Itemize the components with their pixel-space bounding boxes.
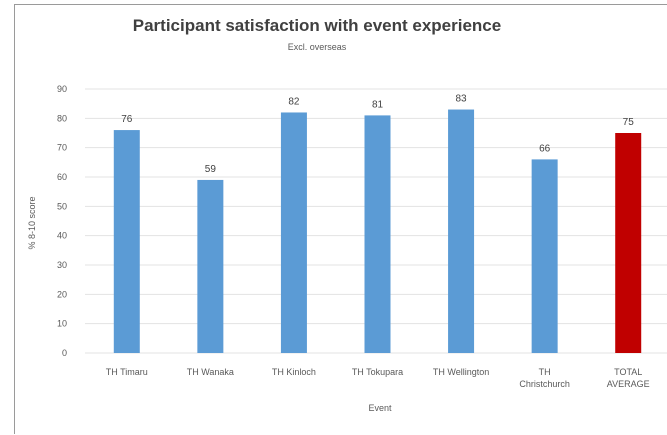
y-tick-label: 10 <box>57 319 67 329</box>
bar <box>531 159 558 353</box>
data-label: 81 <box>372 99 384 110</box>
y-axis-ticks: 0 10 20 30 40 50 60 70 80 90 <box>57 84 67 358</box>
data-label: 82 <box>288 96 300 107</box>
chart-title: Participant satisfaction with event expe… <box>133 16 501 35</box>
bar <box>113 130 140 353</box>
y-tick-label: 30 <box>57 260 67 270</box>
x-category-label: TH Wellington <box>433 367 489 377</box>
bar-chart: Participant satisfaction with event expe… <box>27 16 667 413</box>
data-label: 83 <box>456 94 468 105</box>
x-category-label: Christchurch <box>519 379 570 389</box>
x-category-label: AVERAGE <box>607 379 650 389</box>
y-tick-label: 60 <box>57 172 67 182</box>
x-category-label: TH Kinloch <box>272 367 316 377</box>
bar <box>280 112 307 353</box>
y-tick-label: 90 <box>57 84 67 94</box>
y-axis-label: % 8-10 score <box>27 196 37 249</box>
data-label: 76 <box>121 114 133 125</box>
y-tick-label: 40 <box>57 231 67 241</box>
x-axis-categories: TH Timaru TH Wanaka TH Kinloch TH Tokupara T… <box>106 367 650 389</box>
data-label: 66 <box>539 143 551 154</box>
x-axis-label: Event <box>368 403 392 413</box>
data-label: 59 <box>205 164 217 175</box>
data-labels: 76 59 82 81 83 66 75 <box>121 94 634 175</box>
y-tick-label: 0 <box>62 348 67 358</box>
x-category-label: TH Tokupara <box>352 367 403 377</box>
bar <box>197 179 224 353</box>
bar <box>364 115 391 354</box>
y-tick-label: 70 <box>57 143 67 153</box>
data-label: 75 <box>623 117 635 128</box>
x-category-label: TH Timaru <box>106 367 148 377</box>
bar <box>448 109 475 354</box>
y-tick-label: 50 <box>57 201 67 211</box>
bars <box>113 109 642 354</box>
y-tick-label: 80 <box>57 113 67 123</box>
x-category-label: TOTAL <box>614 367 642 377</box>
chart-subtitle: Excl. overseas <box>288 42 347 52</box>
chart-frame: Participant satisfaction with event expe… <box>14 4 667 434</box>
y-tick-label: 20 <box>57 289 67 299</box>
bar <box>615 133 642 353</box>
x-category-label: TH <box>539 367 551 377</box>
x-category-label: TH Wanaka <box>187 367 234 377</box>
